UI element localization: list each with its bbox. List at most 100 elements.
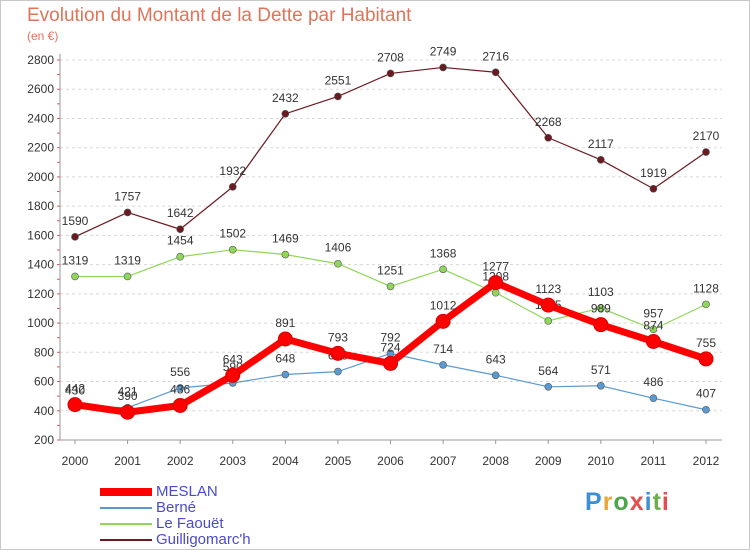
data-point-meslan [698,351,714,367]
data-label-bern-: 421 [118,385,138,399]
data-label-bern-: 643 [486,352,506,366]
data-point-guilligomarc-h [544,133,553,142]
data-point-meslan [330,345,346,361]
data-label-le-faou-t: 1454 [167,234,194,248]
data-point-guilligomarc-h [649,184,658,193]
y-tick-label: 2400 [27,111,54,125]
data-point-guilligomarc-h [71,233,79,241]
y-tick-label: 800 [34,345,54,359]
data-label-guilligomarc-h: 2551 [325,73,352,87]
data-point-le-faou-t [439,265,447,274]
y-tick-label: 400 [34,404,54,418]
y-tick-label: 600 [34,375,54,389]
data-point-guilligomarc-h [281,109,290,118]
data-label-guilligomarc-h: 1757 [114,189,141,203]
data-label-le-faou-t: 1103 [588,285,614,299]
series-meslan: 442 390 436 643 891 793 724 1012 1277 1123 989 874 7… [65,260,716,420]
data-label-guilligomarc-h: 2432 [272,91,299,105]
x-tick-label: 2010 [587,454,614,468]
data-point-le-faou-t [228,245,237,254]
data-point-meslan [540,297,556,313]
data-point-guilligomarc-h [228,183,237,191]
series-le-faou-t: 1319131914541502146914061251136812081015… [62,227,719,334]
data-point-meslan [120,404,136,420]
data-point-bern- [597,381,605,390]
data-label-bern-: 792 [380,330,400,344]
data-point-bern- [649,394,658,403]
data-label-meslan: 989 [591,302,611,316]
data-label-bern-: 556 [170,365,190,379]
data-point-meslan [172,398,188,414]
x-tick-label: 2006 [377,454,404,468]
data-label-le-faou-t: 957 [643,306,663,320]
data-label-meslan: 436 [170,383,190,397]
data-label-meslan: 793 [328,330,348,344]
data-label-meslan: 1277 [482,260,509,274]
series-guilligomarc-h: 1590 1757 1642 1932 2432 2551 2708 2749 2716 2268… [62,44,720,241]
data-point-bern- [334,367,342,376]
data-point-le-faou-t [544,317,553,325]
x-tick-label: 2000 [62,454,89,468]
data-point-guilligomarc-h [439,63,447,72]
data-label-guilligomarc-h: 2117 [588,137,614,151]
data-label-le-faou-t: 1251 [377,263,404,277]
legend-label-guilligomarch: Guilligomarc'h [156,531,251,548]
logo-letter: x [629,488,645,516]
legend-label-le-faouet: Le Faouët [156,515,224,532]
logo-letter: i [644,488,653,516]
data-label-meslan: 643 [223,352,243,366]
data-point-guilligomarc-h [386,69,395,78]
data-point-le-faou-t [597,304,605,312]
data-point-bern- [281,370,290,379]
data-point-guilligomarc-h [702,148,710,156]
logo-letter: P [585,488,603,516]
data-point-bern- [439,361,447,369]
data-point-bern- [491,371,500,380]
y-tick-label: 1400 [27,258,54,272]
y-tick-label: 1800 [27,199,54,213]
data-label-meslan: 874 [643,318,663,332]
proxiti-logo: Proxiti [585,488,670,517]
data-label-bern-: 648 [275,352,295,366]
data-label-guilligomarc-h: 2716 [482,49,509,63]
data-point-meslan [488,275,504,291]
y-tick-label: 2200 [27,141,54,155]
data-point-guilligomarc-h [176,225,184,234]
data-label-le-faou-t: 1469 [272,232,299,246]
y-tick-label: 2600 [27,82,54,96]
legend-swatch-guilligomarch [100,539,152,541]
data-point-meslan [593,317,609,333]
y-tick-label: 1600 [27,228,54,242]
data-label-guilligomarc-h: 2170 [693,129,720,143]
x-tick-label: 2008 [482,454,509,468]
y-tick-label: 2800 [27,53,54,67]
data-label-le-faou-t: 1319 [114,253,141,267]
x-tick-label: 2011 [641,454,667,468]
data-point-le-faou-t [491,288,500,297]
data-point-bern- [544,382,553,391]
data-point-le-faou-t [281,250,290,259]
data-point-le-faou-t [702,300,710,309]
data-label-meslan: 891 [275,316,295,330]
chart-title: Evolution du Montant de la Dette par Hab… [27,5,412,26]
data-label-bern-: 564 [538,364,558,378]
y-tick-label: 200 [34,433,54,447]
data-label-guilligomarc-h: 2708 [377,50,404,64]
data-point-guilligomarc-h [334,92,342,101]
data-label-guilligomarc-h: 1642 [167,206,194,220]
x-tick-label: 2009 [535,454,562,468]
data-label-bern-: 571 [591,363,611,377]
data-label-meslan: 1123 [535,282,561,296]
data-point-guilligomarc-h [597,156,605,164]
data-label-meslan: 755 [696,336,716,350]
data-label-bern-: 486 [643,375,663,389]
data-point-le-faou-t [649,325,658,334]
data-label-guilligomarc-h: 1919 [640,166,667,180]
legend-swatch-meslan [100,488,152,496]
legend-label-berne: Berné [156,499,197,516]
data-point-le-faou-t [334,259,342,268]
chart-unit: (en €) [27,29,59,43]
data-label-guilligomarc-h: 2268 [535,115,562,129]
data-point-guilligomarc-h [123,208,132,217]
data-label-bern-: 407 [696,387,716,401]
